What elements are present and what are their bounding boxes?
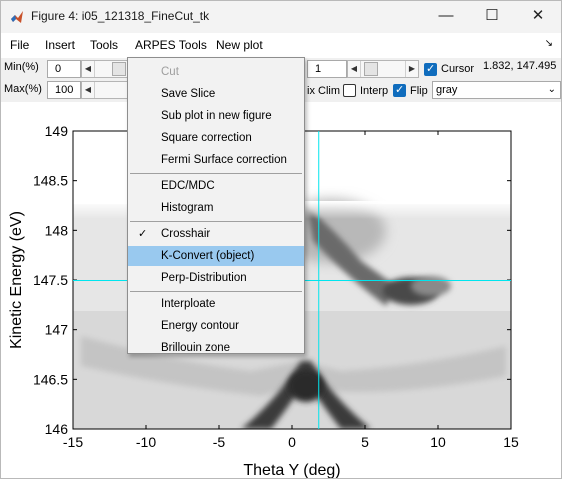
cursor-checkbox[interactable] <box>424 62 437 76</box>
menu-item-interploate[interactable]: Interploate <box>128 294 304 314</box>
y-tick-label: 146.5 <box>33 371 68 387</box>
y-tick-label: 146 <box>45 421 69 437</box>
menu-file[interactable]: File <box>10 38 30 52</box>
maximize-button[interactable]: ☐ <box>485 7 499 24</box>
menu-bar: File Insert Tools ARPES Tools New plot ↘ <box>1 34 561 56</box>
toolbar-dock-arrow-icon[interactable]: ↘ <box>544 38 553 49</box>
step-slider[interactable]: ◀ ▶ <box>347 60 419 78</box>
interp-checkbox[interactable] <box>343 84 356 97</box>
menu-item-perp-distribution[interactable]: Perp-Distribution <box>128 268 304 288</box>
menu-item-k-convert-object[interactable]: K-Convert (object) <box>128 246 304 266</box>
menu-separator <box>130 291 302 292</box>
max-input[interactable]: 100 <box>47 81 81 99</box>
x-tick-label: 10 <box>430 434 446 450</box>
y-axis-label: Kinetic Energy (eV) <box>8 211 25 349</box>
x-tick-label: -15 <box>63 434 83 450</box>
fix-clim-label[interactable]: ix Clim <box>307 85 340 97</box>
x-tick-label: -10 <box>136 434 156 450</box>
menu-item-label: Sub plot in new figure <box>161 110 272 122</box>
window-title: Figure 4: i05_121318_FineCut_tk <box>31 9 210 23</box>
minimize-button[interactable]: — <box>438 7 454 24</box>
menu-item-cut: Cut <box>128 62 304 82</box>
menu-insert[interactable]: Insert <box>45 38 76 52</box>
interp-label: Interp <box>360 85 389 97</box>
slider-thumb[interactable] <box>112 62 126 76</box>
menu-separator <box>130 221 302 222</box>
menu-item-save-slice[interactable]: Save Slice <box>128 84 304 104</box>
max-slider[interactable]: ◀ <box>81 81 131 99</box>
menu-item-label: K-Convert (object) <box>161 250 255 262</box>
min-slider[interactable]: ◀ <box>81 60 131 78</box>
x-tick-label: 5 <box>361 434 369 450</box>
y-tick-label: 147.5 <box>33 272 68 288</box>
menu-item-energy-contour[interactable]: Energy contour <box>128 316 304 336</box>
close-button[interactable]: ✕ <box>531 7 545 24</box>
menu-item-label: Square correction <box>161 132 252 144</box>
cursor-label: Cursor <box>441 63 475 75</box>
menu-item-label: EDC/MDC <box>161 180 215 192</box>
checkmark-icon: ✓ <box>138 228 148 240</box>
matlab-icon <box>11 11 23 23</box>
menu-item-crosshair[interactable]: ✓ Crosshair <box>128 224 304 244</box>
arpes-tools-dropdown: Cut Save Slice Sub plot in new figure Squar… <box>127 57 305 354</box>
menu-tools[interactable]: Tools <box>90 38 119 52</box>
menu-separator <box>130 173 302 174</box>
y-tick-label: 149 <box>45 123 69 139</box>
slider-left-arrow-icon[interactable]: ◀ <box>348 61 361 77</box>
y-tick-label: 148.5 <box>33 173 68 189</box>
menu-item-label: Perp-Distribution <box>161 272 247 284</box>
slider-left-arrow-icon[interactable]: ◀ <box>82 61 95 77</box>
menu-item-sub-plot-in-new-figure[interactable]: Sub plot in new figure <box>128 106 304 126</box>
menu-item-label: Fermi Surface correction <box>161 154 287 166</box>
menu-item-label: Energy contour <box>161 320 239 332</box>
menu-item-fermi-surface-correction[interactable]: Fermi Surface correction <box>128 150 304 170</box>
flip-checkbox[interactable] <box>393 83 406 97</box>
menu-arpes-tools[interactable]: ARPES Tools <box>135 38 207 52</box>
slider-thumb[interactable] <box>364 62 378 76</box>
title-bar[interactable]: Figure 4: i05_121318_FineCut_tk — ☐ ✕ <box>1 1 561 33</box>
menu-item-label: Interploate <box>161 298 216 310</box>
menu-item-edc-mdc[interactable]: EDC/MDC <box>128 176 304 196</box>
max-label: Max(%) <box>4 83 42 95</box>
x-axis-label: Theta Y (deg) <box>243 462 340 479</box>
menu-item-square-correction[interactable]: Square correction <box>128 128 304 148</box>
menu-item-label: Cut <box>161 66 179 78</box>
min-input[interactable]: 0 <box>47 60 81 78</box>
min-label: Min(%) <box>4 61 39 73</box>
slider-left-arrow-icon[interactable]: ◀ <box>82 82 95 98</box>
cursor-readout: 1.832, 147.495 <box>479 58 561 76</box>
y-tick-label: 147 <box>45 322 69 338</box>
menu-item-label: Crosshair <box>161 228 211 240</box>
colormap-value: gray <box>436 84 458 96</box>
menu-item-label: Histogram <box>161 202 214 214</box>
x-tick-label: -5 <box>213 434 226 450</box>
menu-item-label: Brillouin zone <box>161 342 231 354</box>
y-tick-label: 148 <box>45 222 69 238</box>
menu-item-brillouin-zone[interactable]: Brillouin zone <box>128 338 304 358</box>
flip-label: Flip <box>410 85 428 97</box>
menu-item-histogram[interactable]: Histogram <box>128 198 304 218</box>
chevron-down-icon[interactable]: ⌄ <box>547 84 556 95</box>
x-tick-label: 15 <box>503 434 519 450</box>
slider-right-arrow-icon[interactable]: ▶ <box>405 61 418 77</box>
menu-new-plot[interactable]: New plot <box>216 38 263 52</box>
colormap-select[interactable]: gray ⌄ <box>432 81 561 99</box>
x-tick-label: 0 <box>288 434 296 450</box>
menu-item-label: Save Slice <box>161 88 216 100</box>
axis-ticks: -15 -10 -5 0 5 10 15 146 146.5 147 147.5 148 148.5 14… <box>33 123 519 450</box>
step-input[interactable]: 1 <box>307 60 347 78</box>
